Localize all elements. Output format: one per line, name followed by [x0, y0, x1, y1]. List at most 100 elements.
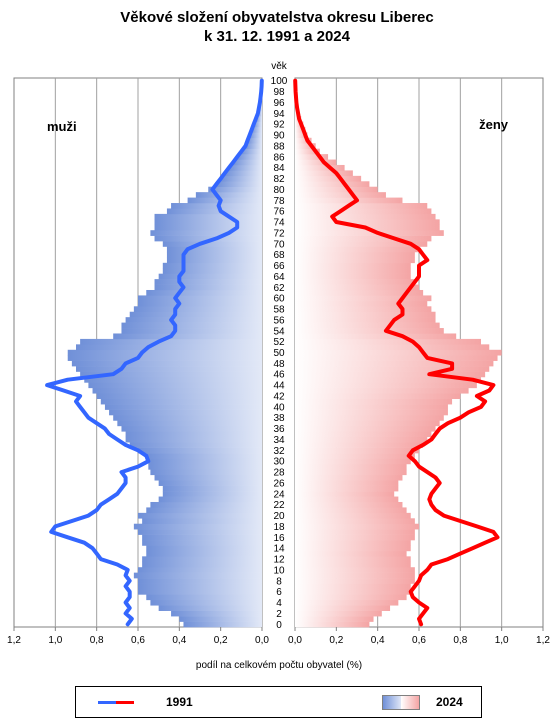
bar-female-2024 [295, 474, 403, 481]
bar-male-2024 [228, 164, 262, 171]
bar-female-2024 [295, 143, 316, 149]
bar-female-2024 [295, 257, 415, 264]
bar-female-2024 [295, 578, 415, 584]
bar-female-2024 [295, 382, 477, 389]
bar-male-2024 [162, 262, 262, 269]
age-tick-label: 64 [273, 272, 285, 283]
bar-male-2024 [162, 491, 262, 497]
legend-line-female [116, 701, 134, 704]
bar-female-2024 [295, 442, 424, 448]
bar-female-2024 [295, 616, 374, 622]
bar-female-2024 [295, 197, 403, 204]
bar-male-2024 [142, 561, 262, 568]
x-tick-label-right: 0,8 [453, 635, 467, 646]
bar-male-2024 [255, 116, 262, 122]
bar-male-2024 [146, 507, 262, 514]
label-female: ženy [479, 117, 509, 132]
bar-male-2024 [166, 251, 262, 258]
age-tick-label: 34 [273, 435, 285, 446]
bar-male-2024 [158, 273, 262, 280]
bar-male-2024 [146, 545, 262, 552]
bar-female-2024 [295, 491, 395, 497]
bar-female-2024 [295, 447, 419, 454]
age-tick-label: 38 [273, 413, 285, 424]
legend-line-male [98, 701, 116, 704]
bar-male-2024 [125, 436, 262, 443]
bar-male-2024 [179, 616, 262, 622]
bar-female-2024 [295, 137, 312, 144]
age-tick-label: 96 [273, 98, 285, 109]
bar-female-2024 [295, 523, 419, 530]
age-tick-label: 86 [273, 152, 285, 163]
age-tick-label: 92 [273, 120, 285, 131]
age-tick-label: 84 [273, 163, 285, 174]
bar-female-2024 [295, 230, 444, 236]
age-tick-label: 46 [273, 370, 285, 381]
bar-male-2024 [138, 588, 262, 595]
bar-female-2024 [295, 289, 424, 296]
bar-female-2024 [295, 621, 370, 628]
bar-female-2024 [295, 338, 481, 345]
bar-female-2024 [295, 306, 432, 313]
age-tick-label: 58 [273, 305, 285, 316]
bar-male-2024 [80, 338, 262, 345]
bar-male-2024 [121, 322, 262, 329]
bar-female-2024 [295, 480, 399, 486]
bar-female-2024 [295, 181, 370, 188]
bar-female-2024 [295, 556, 411, 563]
age-tick-label: 48 [273, 359, 285, 370]
bar-male-2024 [158, 605, 262, 611]
bar-male-2024 [247, 137, 262, 144]
bar-female-2024 [295, 284, 419, 291]
bar-male-2024 [249, 132, 262, 139]
bar-female-2024 [295, 186, 378, 193]
x-tick-label-left: 1,2 [7, 635, 21, 646]
bar-male-2024 [129, 442, 262, 448]
bar-female-2024 [295, 241, 428, 247]
bar-male-2024 [148, 458, 262, 465]
bar-female-2024 [295, 295, 432, 302]
bar-female-2024 [295, 420, 440, 427]
bar-female-2024 [295, 398, 453, 405]
bar-female-2024 [295, 333, 457, 340]
x-tick-label-right: 0,2 [329, 635, 343, 646]
bar-female-2024 [295, 219, 440, 226]
bar-male-2024 [76, 366, 262, 372]
bar-male-2024 [88, 382, 263, 389]
bar-female-2024 [295, 132, 308, 139]
bar-male-2024 [138, 567, 262, 573]
bar-male-2024 [133, 306, 262, 313]
bar-female-2024 [295, 279, 415, 285]
age-tick-label: 90 [273, 131, 285, 142]
bar-male-2024 [125, 317, 262, 323]
age-tick-label: 76 [273, 207, 285, 218]
bar-male-2024 [67, 349, 262, 356]
x-tick-label-left: 0,6 [131, 635, 145, 646]
age-tick-label: 56 [273, 315, 285, 326]
bar-male-2024 [166, 257, 262, 264]
bar-male-2024 [154, 474, 262, 481]
age-tick-label: 32 [273, 446, 285, 457]
bar-female-2024 [295, 469, 407, 476]
age-tick-label: 14 [273, 544, 285, 555]
bar-male-2024 [150, 501, 262, 508]
bar-female-2024 [295, 317, 436, 323]
label-male: muži [47, 119, 77, 134]
bar-female-2024 [295, 409, 448, 416]
bar-female-2024 [295, 540, 411, 546]
bar-female-2024 [295, 485, 399, 492]
bar-female-2024 [295, 431, 432, 438]
age-tick-label: 20 [273, 511, 285, 522]
legend-bar-female [401, 696, 419, 709]
bar-male-2024 [67, 355, 262, 361]
bar-male-2024 [150, 599, 262, 606]
bar-male-2024 [148, 463, 262, 470]
bar-female-2024 [295, 463, 407, 470]
age-tick-label: 66 [273, 261, 285, 272]
bar-female-2024 [295, 251, 415, 258]
x-axis-label: podíl na celkovém počtu obyvatel (%) [196, 660, 362, 671]
bar-female-2024 [295, 344, 490, 351]
bar-female-2024 [295, 126, 306, 133]
x-tick-label-right: 0,0 [288, 635, 302, 646]
age-tick-label: 68 [273, 250, 285, 261]
